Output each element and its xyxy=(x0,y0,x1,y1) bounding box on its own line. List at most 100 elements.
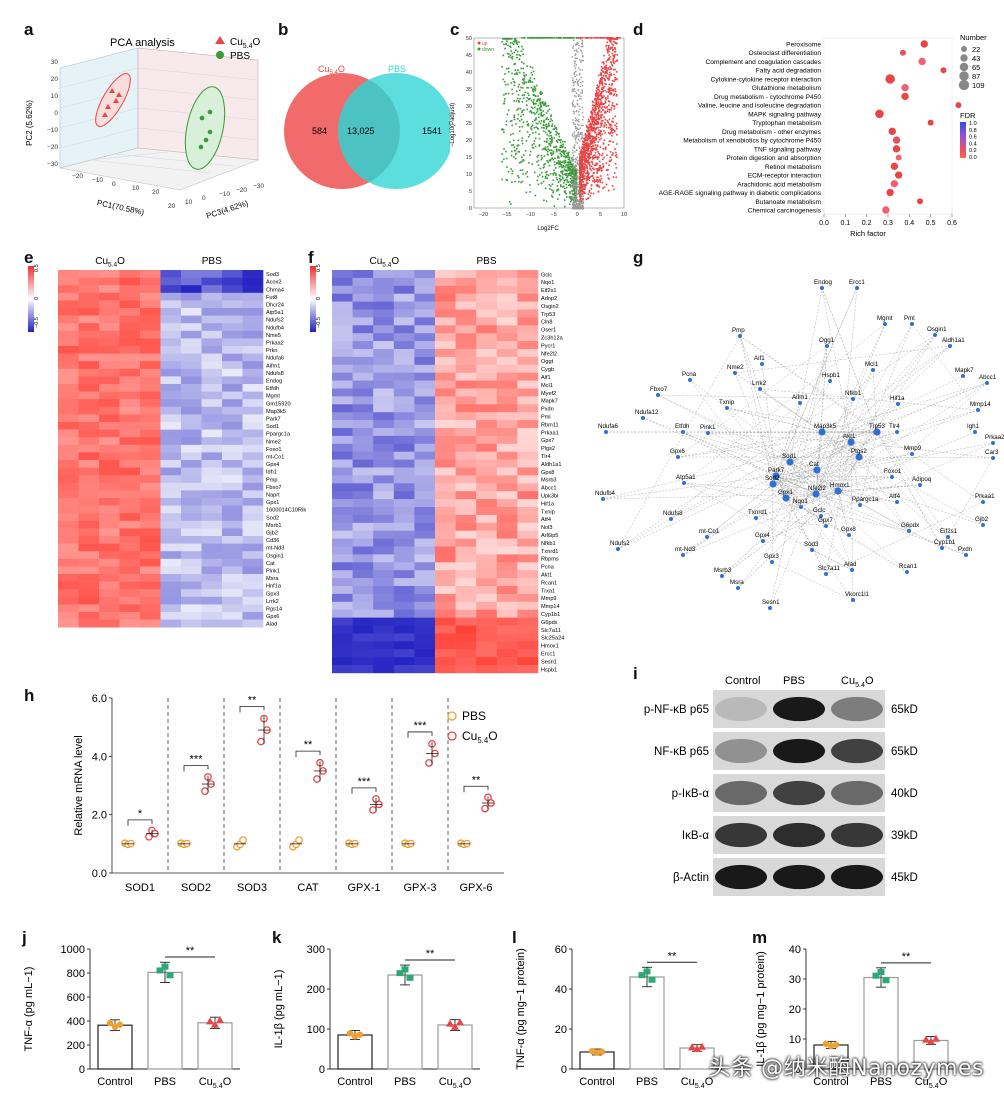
heatmap-cell xyxy=(119,574,141,582)
heatmap-cell xyxy=(393,459,415,468)
heatmap-cell xyxy=(373,356,395,366)
heatmap-cell xyxy=(455,586,477,595)
heatmap-cell xyxy=(476,625,498,634)
h-legend-pbs: PBS xyxy=(462,709,486,723)
wb-band xyxy=(715,780,767,806)
heatmap-cell xyxy=(332,467,353,476)
heatmap-cell xyxy=(517,349,539,358)
heatmap-cell xyxy=(517,404,539,413)
heatmap-cell xyxy=(242,292,264,301)
bar-point xyxy=(206,1017,214,1025)
heatmap-cell xyxy=(99,285,120,294)
heatmap-gene-label: Pink1 xyxy=(266,568,280,574)
heatmap-cell xyxy=(99,566,120,575)
heatmap-gene-label: Sod1 xyxy=(266,424,279,430)
heatmap-cell xyxy=(352,341,374,350)
heatmap-cell xyxy=(332,341,353,350)
volcano-ytick: 25 xyxy=(466,121,472,127)
bar xyxy=(337,1034,373,1070)
heatmap-cell xyxy=(435,641,456,650)
heatmap-cell xyxy=(517,380,539,389)
kegg-xtick: 0.3 xyxy=(883,220,893,227)
heatmap-cell xyxy=(414,443,436,452)
heatmap-cell xyxy=(181,589,202,598)
heatmap-cell xyxy=(332,633,353,642)
heatmap-cell xyxy=(517,641,539,650)
network-node-label: Osgin1 xyxy=(927,326,947,333)
heatmap-cell xyxy=(78,520,100,529)
heatmap-gene-label: Mmp14 xyxy=(541,604,560,610)
heatmap-gene-label: Slc25a24 xyxy=(541,636,564,642)
network-node-label: Slc7a11 xyxy=(818,565,840,572)
heatmap-cell xyxy=(119,270,141,278)
bar-xtick: Control xyxy=(337,1076,372,1088)
h-point-cu xyxy=(201,787,209,796)
heatmap-cell xyxy=(373,451,395,460)
heatmap-cell xyxy=(517,372,539,381)
heatmap-cell xyxy=(393,586,415,595)
legend-number-dot xyxy=(961,46,967,52)
heatmap-cell xyxy=(455,601,477,610)
heatmap-cell xyxy=(181,490,202,499)
heatmap-cell xyxy=(435,617,456,626)
h-xtick: GPX-1 xyxy=(347,882,380,894)
heatmap-cell xyxy=(352,325,374,334)
heatmap-cell xyxy=(476,514,498,524)
heatmap-cell xyxy=(455,657,477,666)
network-node-label: Hspb1 xyxy=(822,372,840,379)
heatmap-cell xyxy=(476,475,498,484)
kegg-term-label: Butanoate metabolism xyxy=(755,199,821,206)
volcano-xtick: −15 xyxy=(502,212,511,218)
network-node xyxy=(656,393,660,397)
heatmap-cell xyxy=(181,460,202,468)
heatmap-cell xyxy=(222,437,243,446)
heatmap-cell xyxy=(352,625,374,634)
heatmap-gene-label: Trp53 xyxy=(541,312,555,318)
heatmap-cell xyxy=(242,391,264,400)
heatmap-cell xyxy=(414,412,436,421)
heatmap-cell xyxy=(332,270,353,279)
wb-band xyxy=(715,696,767,722)
heatmap-cell xyxy=(181,330,202,339)
heatmap-cell xyxy=(393,420,415,429)
heatmap-cell xyxy=(455,617,477,626)
heatmap-cell xyxy=(435,507,456,516)
heatmap-cell xyxy=(435,633,456,642)
network-node-label: Mmp14 xyxy=(970,401,991,408)
network-node-label: Tlr4 xyxy=(889,423,900,430)
heatmap-gene-label: Cln8 xyxy=(541,320,553,326)
heatmap-gene-label: Myef2 xyxy=(541,391,556,397)
kegg-xtick: 0.6 xyxy=(947,220,957,227)
heatmap-gene-label: Gpx7 xyxy=(541,438,554,444)
heatmap-cell xyxy=(455,459,477,468)
heatmap-cell xyxy=(496,530,518,539)
heatmap-cell xyxy=(393,499,415,508)
heatmap-cell xyxy=(455,356,477,366)
heatmap-cell xyxy=(332,349,353,358)
network-node-label: Aif1 xyxy=(754,355,765,362)
heatmap-cell xyxy=(181,384,202,392)
heatmap-cell xyxy=(476,270,498,279)
heatmap-cell xyxy=(160,406,182,415)
heatmap-cell xyxy=(160,353,182,362)
bar-significance: ** xyxy=(902,951,911,963)
heatmap-cell xyxy=(435,649,456,658)
heatmap-cell xyxy=(201,536,223,544)
bar-point xyxy=(356,1031,364,1038)
heatmap-cell xyxy=(201,406,223,415)
heatmap-cell xyxy=(435,388,456,397)
wb-row-label: p-NF-κB p65 xyxy=(644,704,709,716)
heatmap-cell xyxy=(414,546,436,555)
heatmap-cell xyxy=(160,346,182,354)
heatmap-cell xyxy=(393,443,415,452)
heatmap-cell xyxy=(455,633,477,642)
heatmap-cell xyxy=(160,581,182,590)
heatmap-cell xyxy=(496,412,518,421)
volcano-ytick: 10 xyxy=(466,172,472,178)
heatmap-cell xyxy=(201,589,223,598)
heatmap-cell xyxy=(496,514,518,524)
heatmap-cell xyxy=(242,285,264,294)
heatmap-cell xyxy=(435,451,456,460)
wb-band xyxy=(773,696,825,722)
pc3-tick: −10 xyxy=(219,191,230,198)
